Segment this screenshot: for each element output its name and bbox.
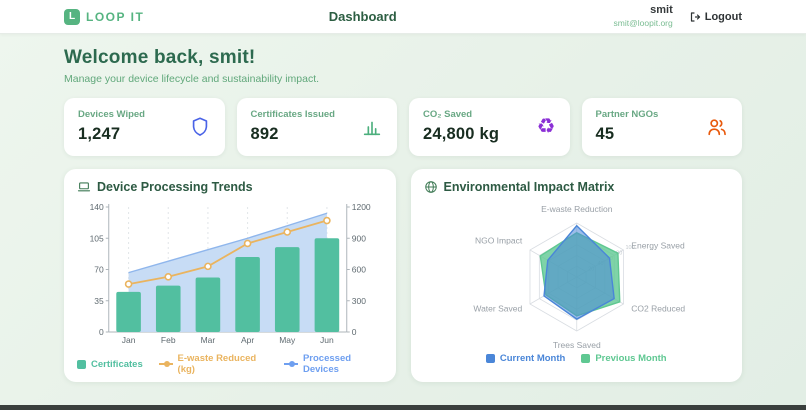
radar-axis-label: Water Saved	[473, 304, 522, 314]
legend-swatch	[485, 354, 495, 363]
radar-polygon-current-month	[542, 224, 615, 320]
user-email: smit@loopit.org	[613, 18, 673, 29]
page-subtitle: Manage your device lifecycle and sustain…	[64, 73, 320, 85]
ewaste-point	[164, 272, 173, 281]
legend-item: E-waste Reduced (kg)	[158, 353, 268, 375]
radar-axis-label: CO2 Reduced	[631, 304, 685, 314]
user-info: smit smit@loopit.org	[614, 4, 673, 28]
user-name: smit	[650, 4, 673, 17]
page-title: Welcome back, smit!	[64, 47, 256, 68]
x-tick-label: Feb	[161, 335, 176, 345]
stats-row: Devices Wiped 1,247 Certificates Issued …	[64, 98, 742, 156]
x-tick-label: Jan	[122, 335, 136, 345]
stat-label: Devices Wiped	[78, 109, 145, 120]
x-tick-label: Jun	[320, 335, 334, 345]
dashboard-main: Welcome back, smit! Manage your device l…	[0, 34, 806, 382]
brand-name: LOOP IT	[86, 9, 145, 24]
legend-item: Previous Month	[581, 353, 667, 364]
logout-label: Logout	[704, 10, 742, 23]
ewaste-point	[204, 262, 212, 271]
panel-title: Device Processing Trends	[97, 180, 253, 194]
nav-item-dashboard[interactable]: Dashboard	[328, 9, 397, 24]
bottom-bar	[0, 405, 806, 410]
radar-axis-label: NGO Impact	[474, 236, 522, 246]
left-tick-label: 35	[94, 296, 104, 306]
shield-icon	[189, 116, 211, 138]
stat-label: Partner NGOs	[595, 109, 659, 120]
right-tick-label: 900	[352, 233, 366, 243]
stat-label: CO₂ Saved	[423, 109, 473, 120]
stat-value: 892	[250, 125, 279, 143]
globe-icon	[424, 180, 438, 194]
left-tick-label: 70	[94, 265, 104, 275]
legend-item: Certificates	[77, 353, 143, 375]
legend-swatch	[77, 359, 86, 369]
stat-card-co2-saved[interactable]: CO₂ Saved 24,800 kg ♻	[409, 98, 570, 156]
brand-logo[interactable]: L LOOP IT	[64, 8, 145, 25]
certificates-bar	[195, 277, 221, 332]
certificates-bar	[235, 257, 260, 332]
stat-value: 24,800 kg	[423, 125, 500, 143]
top-nav: L LOOP IT Dashboard smit smit@loopit.org…	[0, 0, 806, 34]
users-icon	[706, 116, 728, 138]
logout-icon	[689, 11, 701, 23]
x-tick-label: May	[279, 335, 296, 345]
legend-item: Processed Devices	[284, 353, 382, 375]
certificates-bar	[274, 247, 300, 332]
radar-tick-label: 80	[616, 250, 622, 256]
radar-tick-label: 100	[625, 245, 634, 251]
device-processing-trends-panel: Device Processing Trends Jan Feb Mar Apr May…	[64, 169, 396, 382]
legend-swatch	[581, 354, 591, 363]
certificates-bar	[314, 238, 340, 332]
ewaste-point	[283, 228, 292, 236]
stat-card-devices-wiped[interactable]: Devices Wiped 1,247	[64, 98, 225, 156]
right-tick-label: 1200	[352, 202, 371, 212]
bar-chart-icon	[361, 116, 383, 138]
charts-row: Device Processing Trends Jan Feb Mar Apr May…	[64, 169, 742, 382]
stat-card-certificates-issued[interactable]: Certificates Issued 892	[236, 98, 397, 156]
left-tick-label: 140	[90, 202, 104, 212]
x-tick-label: Apr	[241, 335, 254, 345]
radar-axis-label: E-waste Reduction	[541, 204, 613, 214]
ewaste-point	[323, 216, 331, 225]
environmental-impact-matrix-panel: Environmental Impact Matrix 20406080100E…	[410, 169, 742, 382]
x-tick-label: Mar	[201, 335, 216, 345]
ewaste-point	[124, 280, 133, 288]
right-tick-label: 0	[352, 327, 357, 337]
legend-swatch	[158, 361, 173, 367]
right-tick-label: 600	[352, 265, 366, 275]
panel-title: Environmental Impact Matrix	[443, 180, 615, 194]
right-tick-label: 300	[352, 296, 366, 306]
radar-chart-legend: Current Month Previous Month	[424, 353, 730, 364]
stat-card-partner-ngos[interactable]: Partner NGOs 45	[581, 98, 742, 156]
stat-value: 1,247	[78, 125, 121, 143]
recycle-icon: ♻	[536, 114, 556, 138]
stat-value: 45	[595, 125, 615, 143]
laptop-icon	[77, 180, 91, 194]
certificates-bar	[155, 285, 181, 332]
ewaste-line	[128, 219, 328, 285]
left-tick-label: 105	[90, 233, 104, 243]
combo-chart-legend: Certificates E-waste Reduced (kg) Processe…	[77, 353, 383, 375]
certificates-bar	[116, 291, 141, 332]
legend-item: Current Month	[485, 353, 565, 364]
ewaste-point	[243, 239, 252, 248]
radar-axis-label: Trees Saved	[552, 340, 600, 350]
radar-axis-label: Energy Saved	[631, 241, 685, 251]
brand-logo-icon: L	[64, 8, 80, 25]
logout-button[interactable]: Logout	[689, 11, 742, 23]
stat-label: Certificates Issued	[250, 109, 335, 120]
left-tick-label: 0	[99, 327, 104, 337]
combo-chart[interactable]: Jan Feb Mar Apr May Jun 0 35 70 105 140 0 300 600 900 1…	[77, 198, 383, 350]
legend-swatch	[284, 361, 298, 367]
processed-devices-edge	[128, 212, 328, 274]
